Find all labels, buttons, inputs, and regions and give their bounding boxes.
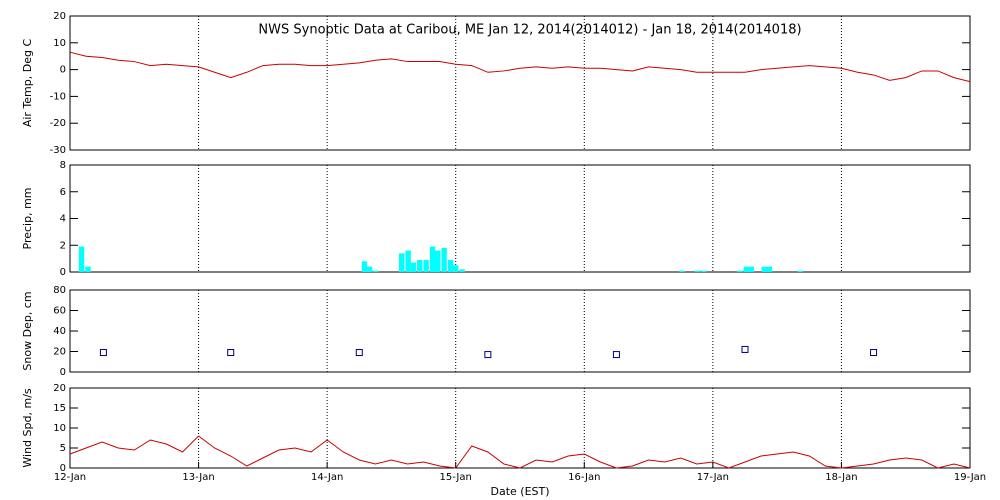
bar (694, 270, 701, 272)
bar (797, 270, 803, 272)
bar (679, 270, 685, 272)
y-axis-label: Snow Dep, cm (21, 291, 34, 370)
chart-title: NWS Synoptic Data at Caribou, ME Jan 12,… (258, 23, 801, 38)
x-tick-label: 19-Jan (954, 472, 986, 483)
bar (743, 266, 749, 272)
point (870, 349, 878, 357)
y-axis-label: Precip, mm (21, 188, 34, 250)
y-tick-label: 0 (60, 267, 66, 278)
bar (78, 246, 85, 272)
y-tick-label: 2 (60, 240, 66, 251)
x-tick-label: 16-Jan (568, 472, 600, 483)
y-tick-label: 20 (53, 383, 66, 394)
bar (748, 266, 755, 272)
y-tick-label: 60 (53, 306, 66, 317)
y-tick-label: 6 (60, 187, 66, 198)
x-tick-label: 17-Jan (697, 472, 729, 483)
y-tick-label: 0 (60, 65, 66, 76)
point (227, 349, 235, 357)
x-tick-label: 14-Jan (311, 472, 343, 483)
x-tick-label: 15-Jan (440, 472, 472, 483)
y-tick-label: 8 (60, 160, 66, 171)
bar (761, 266, 767, 272)
bar (737, 270, 743, 272)
bar (441, 247, 447, 272)
y-axis-label: Air Temp, Deg C (21, 39, 34, 128)
bar (85, 266, 91, 272)
bar (435, 250, 441, 272)
y-tick-label: 0 (60, 463, 66, 474)
point (484, 351, 492, 359)
x-tick-label: 13-Jan (182, 472, 214, 483)
y-tick-label: 20 (53, 347, 66, 358)
point (612, 351, 620, 359)
bar (399, 253, 405, 272)
point (741, 345, 749, 353)
bar (361, 261, 368, 272)
data-line (69, 435, 971, 469)
point (99, 349, 107, 357)
y-tick-label: 0 (60, 367, 66, 378)
y-tick-label: 20 (53, 11, 66, 22)
bar (373, 270, 379, 272)
y-tick-label: 15 (53, 403, 66, 414)
bar (405, 250, 411, 272)
y-tick-label: 4 (60, 214, 66, 225)
bar (459, 269, 465, 272)
bar (417, 259, 423, 272)
bar (410, 262, 416, 272)
y-tick-label: -30 (50, 145, 66, 156)
data-line (69, 51, 971, 83)
y-tick-label: -20 (50, 118, 66, 129)
x-axis-label: Date (EST) (490, 485, 549, 498)
y-axis-label: Wind Spd, m/s (21, 388, 34, 468)
bar (701, 270, 707, 272)
bar (766, 266, 773, 272)
y-tick-label: -10 (50, 91, 66, 102)
bar (423, 259, 429, 272)
y-tick-label: 40 (53, 326, 66, 337)
point (355, 349, 363, 357)
bar (366, 266, 373, 272)
y-tick-label: 10 (53, 423, 66, 434)
y-tick-label: 80 (53, 285, 66, 296)
x-tick-label: 12-Jan (54, 472, 86, 483)
y-tick-label: 5 (60, 443, 66, 454)
bar (453, 265, 459, 272)
x-tick-label: 18-Jan (825, 472, 857, 483)
bar (429, 246, 436, 272)
bar (447, 259, 454, 272)
y-tick-label: 10 (53, 38, 66, 49)
